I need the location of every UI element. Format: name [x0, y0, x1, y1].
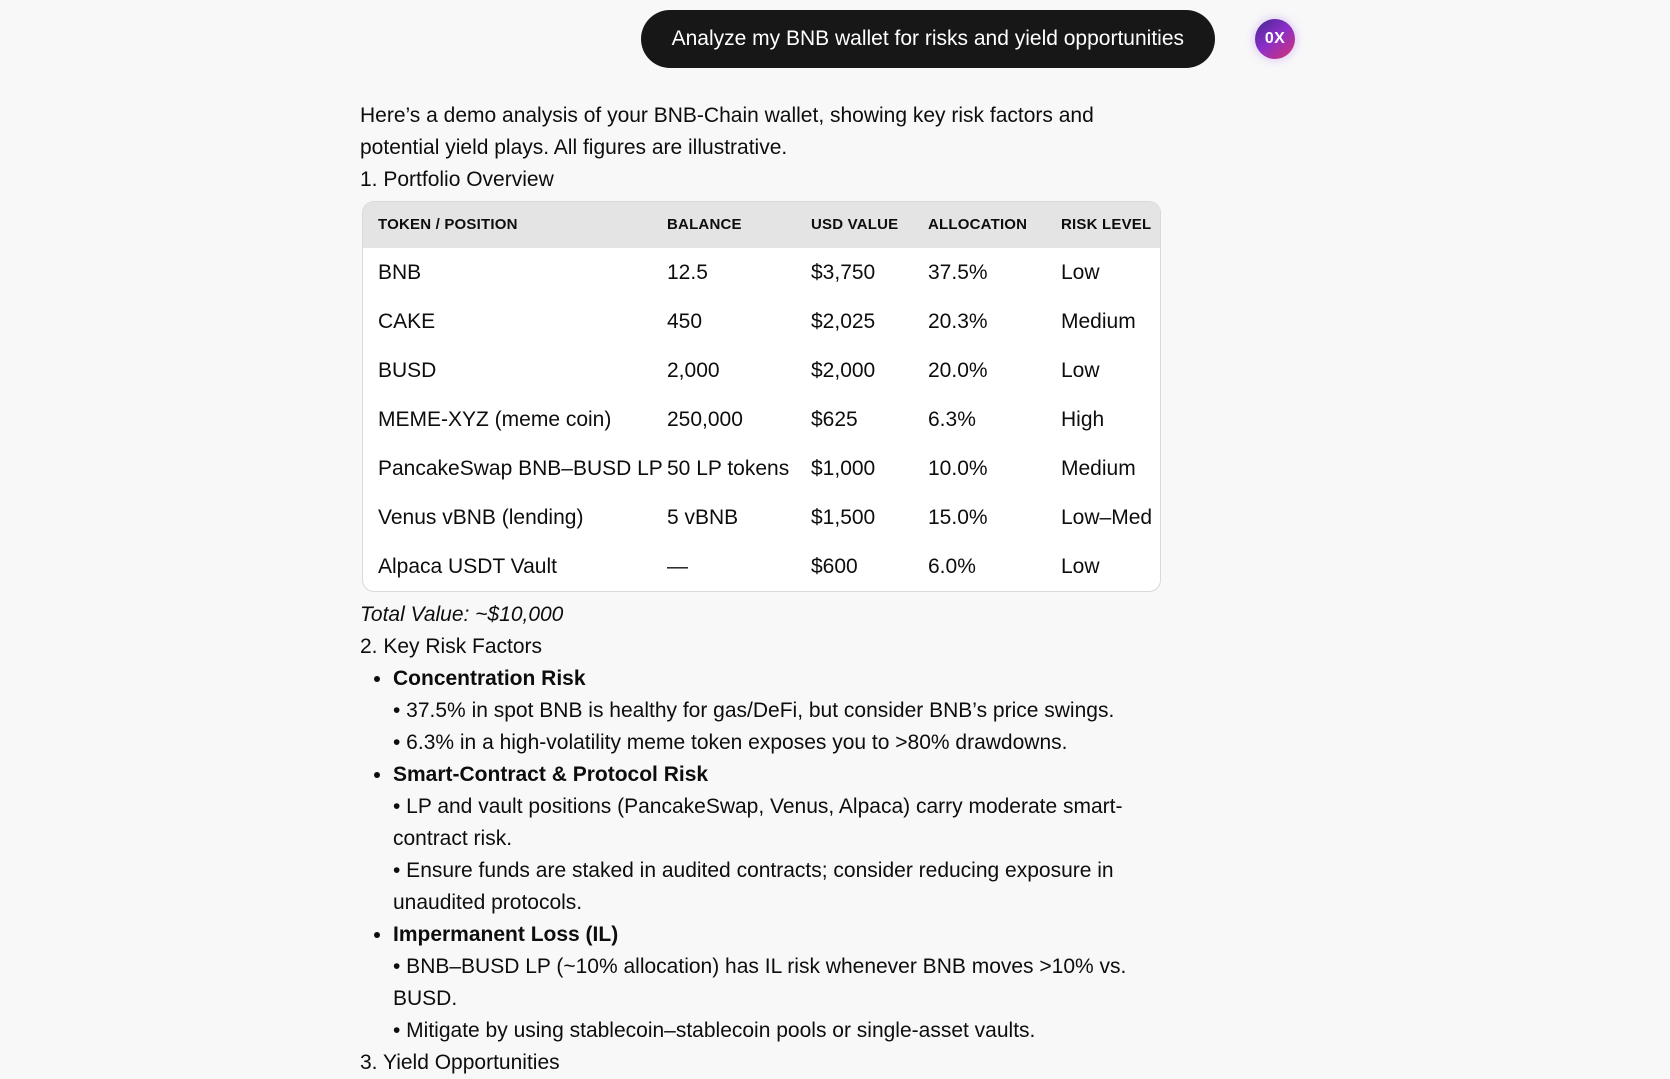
table-cell: 2,000 — [667, 358, 720, 382]
risk-sub-point: • Mitigate by using stablecoin–stablecoi… — [393, 1019, 1036, 1042]
table-body: BNB 12.5 $3,750 37.5% Low CAKE 450 $2,025 20.3% M… — [363, 248, 1160, 591]
table-cell: BUSD — [378, 358, 437, 382]
table-row: Venus vBNB (lending) 5 vBNB $1,500 15.0% Low… — [363, 493, 1160, 542]
table-row: BNB 12.5 $3,750 37.5% Low — [363, 248, 1160, 297]
portfolio-table: TOKEN / POSITION BALANCE USD VALUE ALLOCATI… — [362, 201, 1161, 592]
table-cell: 20.3% — [928, 309, 988, 333]
table-row: Alpaca USDT Vault — $600 6.0% Low — [363, 542, 1160, 591]
risk-sub-point: • BNB–BUSD LP (~10% allocation) has IL r… — [393, 955, 1127, 1010]
table-header-row: TOKEN / POSITION BALANCE USD VALUE ALLOCATI… — [363, 202, 1160, 248]
table-row: BUSD 2,000 $2,000 20.0% Low — [363, 346, 1160, 395]
total-value: Total Value: ~$10,000 — [360, 603, 564, 626]
table-cell: 15.0% — [928, 505, 988, 529]
risk-factor-title: Concentration Risk — [393, 667, 586, 690]
table-cell: Low — [1061, 260, 1100, 284]
table-cell: $600 — [811, 554, 858, 578]
table-cell: PancakeSwap BNB–BUSD LP — [378, 456, 663, 480]
risk-factor-item: Concentration Risk • 37.5% in spot BNB is… — [393, 663, 1161, 759]
table-cell: Medium — [1061, 456, 1136, 480]
table-cell: 450 — [667, 309, 703, 333]
assistant-message: Here’s a demo analysis of your BNB-Chain… — [360, 100, 1161, 1079]
table-cell: $3,750 — [811, 260, 876, 284]
table-cell: 37.5% — [928, 260, 988, 284]
table-cell: $1,000 — [811, 456, 876, 480]
risk-sub-point: • 37.5% in spot BNB is healthy for gas/D… — [393, 699, 1115, 722]
table-row: MEME-XYZ (meme coin) 250,000 $625 6.3% High — [363, 395, 1160, 444]
column-header: BALANCE — [652, 202, 796, 248]
table-cell: — — [667, 554, 688, 578]
user-avatar[interactable]: 0X — [1255, 19, 1295, 59]
table-cell: Alpaca USDT Vault — [378, 554, 557, 578]
table-cell: MEME-XYZ (meme coin) — [378, 407, 612, 431]
table-cell: 12.5 — [667, 260, 708, 284]
risk-sub-point: • LP and vault positions (PancakeSwap, V… — [393, 795, 1123, 850]
table-cell: Low–Med — [1061, 505, 1153, 529]
risks-heading: 2. Key Risk Factors — [360, 635, 543, 658]
table-cell: 6.0% — [928, 554, 976, 578]
intro-paragraph: Here’s a demo analysis of your BNB-Chain… — [360, 104, 1094, 159]
table-cell: 250,000 — [667, 407, 743, 431]
table-cell: CAKE — [378, 309, 436, 333]
table-row: CAKE 450 $2,025 20.3% Medium — [363, 297, 1160, 346]
table-cell: Medium — [1061, 309, 1136, 333]
table-cell: Venus vBNB (lending) — [378, 505, 584, 529]
table-cell: $2,025 — [811, 309, 876, 333]
table-cell: High — [1061, 407, 1105, 431]
column-header: TOKEN / POSITION — [363, 202, 652, 248]
user-message-row: Analyze my BNB wallet for risks and yiel… — [0, 0, 1670, 68]
table-cell: $625 — [811, 407, 858, 431]
risk-factor-item: Impermanent Loss (IL) • BNB–BUSD LP (~10%… — [393, 919, 1161, 1047]
table-row: PancakeSwap BNB–BUSD LP 50 LP tokens $1,00… — [363, 444, 1160, 493]
column-header: ALLOCATION — [913, 202, 1046, 248]
table-cell: Low — [1061, 554, 1100, 578]
risk-factor-title: Impermanent Loss (IL) — [393, 923, 619, 946]
portfolio-heading: 1. Portfolio Overview — [360, 168, 554, 191]
table-cell: Low — [1061, 358, 1100, 382]
column-header: RISK LEVEL — [1046, 202, 1160, 248]
risk-factor-title: Smart-Contract & Protocol Risk — [393, 763, 709, 786]
table-cell: 6.3% — [928, 407, 976, 431]
risk-sub-point: • Ensure funds are staked in audited con… — [393, 859, 1114, 914]
table-cell: BNB — [378, 260, 422, 284]
column-header: USD VALUE — [796, 202, 913, 248]
table-cell: $1,500 — [811, 505, 876, 529]
table-cell: $2,000 — [811, 358, 876, 382]
table-cell: 20.0% — [928, 358, 988, 382]
user-message-bubble: Analyze my BNB wallet for risks and yiel… — [640, 10, 1215, 68]
risk-sub-point: • 6.3% in a high-volatility meme token e… — [393, 731, 1068, 754]
table-cell: 10.0% — [928, 456, 988, 480]
risk-factor-list: Concentration Risk • 37.5% in spot BNB is… — [360, 663, 1161, 1047]
table-cell: 50 LP tokens — [667, 456, 790, 480]
table-cell: 5 vBNB — [667, 505, 739, 529]
risk-factor-item: Smart-Contract & Protocol Risk • LP and v… — [393, 759, 1161, 919]
